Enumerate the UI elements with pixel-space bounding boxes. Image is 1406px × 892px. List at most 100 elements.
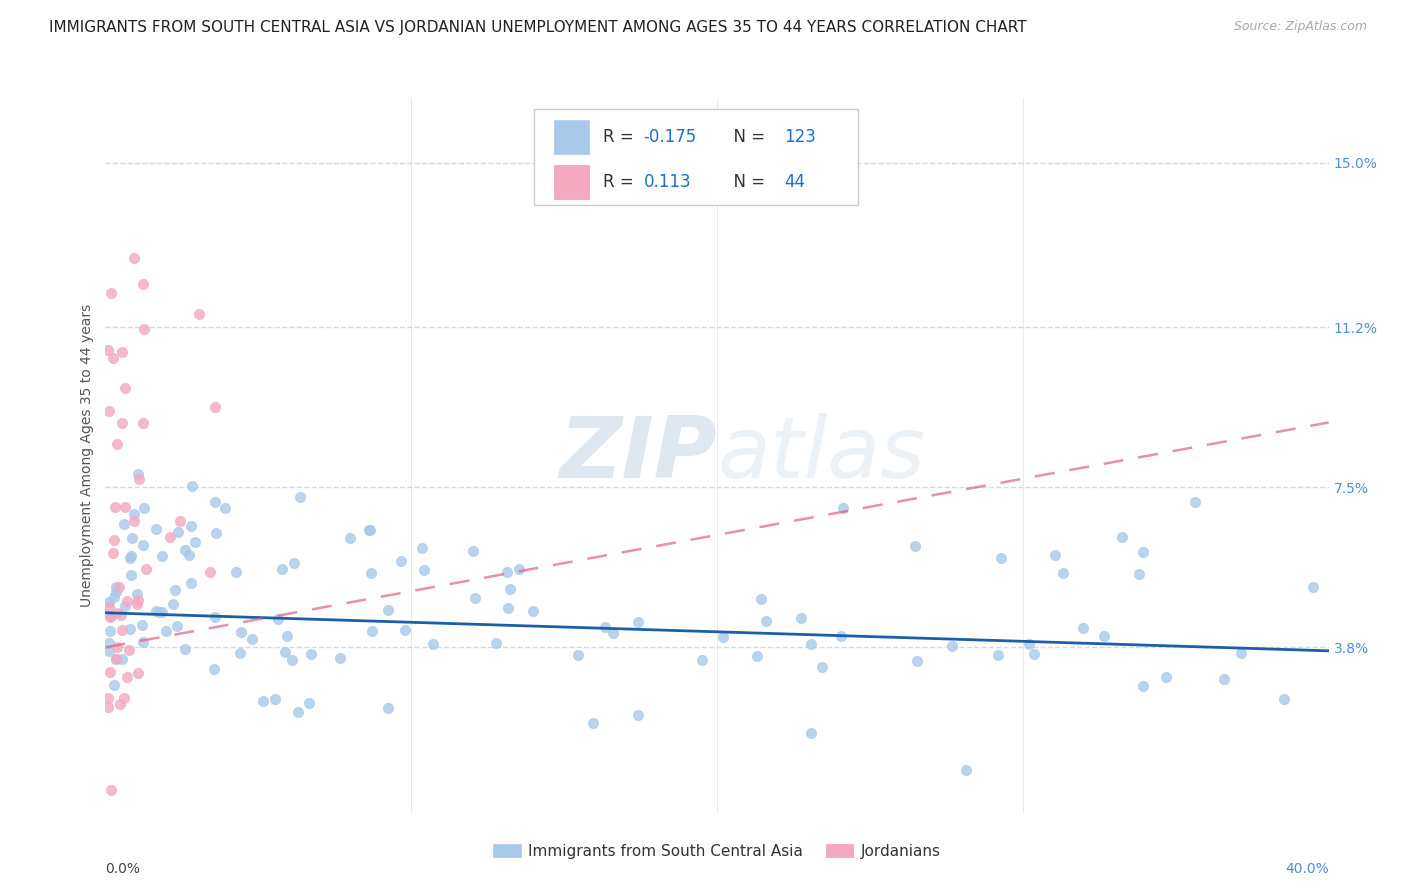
Point — [602, 625, 624, 640]
Point — [132, 322, 155, 336]
Point — [159, 531, 181, 545]
Point — [955, 763, 977, 777]
Point — [120, 549, 142, 563]
Point — [299, 648, 322, 662]
Point — [100, 783, 122, 797]
Point — [131, 635, 153, 649]
Point — [111, 416, 134, 430]
Text: Source: ZipAtlas.com: Source: ZipAtlas.com — [1233, 20, 1367, 33]
Point — [105, 651, 128, 665]
Point — [125, 597, 148, 611]
Point — [627, 708, 650, 723]
Point — [132, 416, 155, 430]
Point — [105, 640, 128, 655]
Point — [122, 251, 145, 265]
Point — [111, 345, 134, 359]
Point — [97, 700, 120, 714]
Point — [627, 615, 650, 630]
Point — [103, 590, 125, 604]
Point — [97, 644, 120, 658]
Point — [271, 561, 294, 575]
Point — [755, 615, 778, 629]
Point — [114, 599, 136, 614]
Point — [987, 648, 1010, 662]
Point — [127, 592, 149, 607]
Text: atlas: atlas — [717, 413, 925, 497]
Point — [595, 620, 617, 634]
Point — [229, 646, 252, 660]
Point — [463, 543, 485, 558]
Point — [522, 604, 544, 618]
Point — [1230, 646, 1253, 660]
Text: 0.0%: 0.0% — [105, 862, 141, 876]
Point — [267, 612, 290, 626]
Point — [499, 582, 522, 596]
Point — [800, 637, 823, 651]
Point — [800, 726, 823, 740]
Point — [107, 580, 129, 594]
Point — [101, 546, 124, 560]
Point — [274, 645, 297, 659]
Text: 123: 123 — [785, 128, 817, 146]
Point — [98, 624, 121, 638]
Point — [155, 624, 177, 639]
Point — [98, 610, 121, 624]
Point — [97, 636, 120, 650]
Point — [166, 618, 188, 632]
Point — [100, 285, 122, 300]
Point — [287, 705, 309, 719]
Point — [167, 524, 190, 539]
Text: 40.0%: 40.0% — [1285, 862, 1329, 876]
Point — [134, 501, 156, 516]
Point — [1128, 567, 1150, 582]
Point — [114, 500, 136, 515]
Point — [132, 538, 155, 552]
Point — [288, 490, 311, 504]
Point — [281, 653, 304, 667]
Point — [811, 659, 834, 673]
Point — [567, 648, 589, 662]
Point — [582, 715, 605, 730]
Point — [1132, 679, 1154, 693]
Point — [377, 700, 399, 714]
Point — [204, 610, 226, 624]
Point — [145, 522, 167, 536]
Point — [122, 508, 145, 522]
Point — [118, 642, 141, 657]
Point — [496, 600, 519, 615]
Point — [183, 534, 205, 549]
Text: 0.113: 0.113 — [644, 173, 692, 191]
Point — [121, 531, 143, 545]
FancyBboxPatch shape — [533, 109, 858, 205]
Point — [115, 670, 138, 684]
Point — [1213, 673, 1236, 687]
Point — [103, 533, 125, 547]
Point — [198, 565, 221, 579]
Point — [108, 697, 131, 711]
Point — [105, 652, 128, 666]
Point — [276, 629, 298, 643]
Point — [339, 531, 361, 545]
Point — [1092, 630, 1115, 644]
Point — [832, 501, 855, 516]
Point — [180, 518, 202, 533]
Point — [98, 665, 121, 680]
Point — [105, 437, 128, 451]
Point — [830, 629, 852, 643]
Point — [112, 690, 135, 705]
Point — [97, 691, 120, 706]
Point — [150, 549, 173, 563]
Point — [112, 517, 135, 532]
Text: N =: N = — [723, 173, 770, 191]
Point — [204, 400, 226, 414]
Text: R =: R = — [603, 173, 640, 191]
Point — [1302, 580, 1324, 594]
Point — [135, 562, 157, 576]
Point — [101, 351, 124, 365]
Point — [111, 652, 134, 666]
Point — [225, 565, 247, 579]
Point — [181, 479, 204, 493]
Point — [1018, 637, 1040, 651]
Point — [1184, 495, 1206, 509]
Point — [148, 606, 170, 620]
